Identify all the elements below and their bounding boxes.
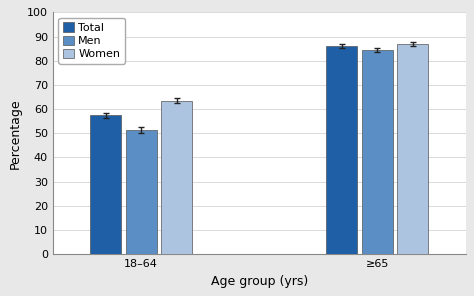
X-axis label: Age group (yrs): Age group (yrs) bbox=[210, 275, 308, 288]
Bar bbox=[90, 115, 121, 254]
Legend: Total, Men, Women: Total, Men, Women bbox=[58, 18, 125, 64]
Bar bbox=[397, 44, 428, 254]
Bar bbox=[326, 46, 357, 254]
Y-axis label: Percentage: Percentage bbox=[9, 98, 21, 169]
Bar bbox=[362, 50, 393, 254]
Bar bbox=[126, 131, 157, 254]
Bar bbox=[161, 101, 192, 254]
